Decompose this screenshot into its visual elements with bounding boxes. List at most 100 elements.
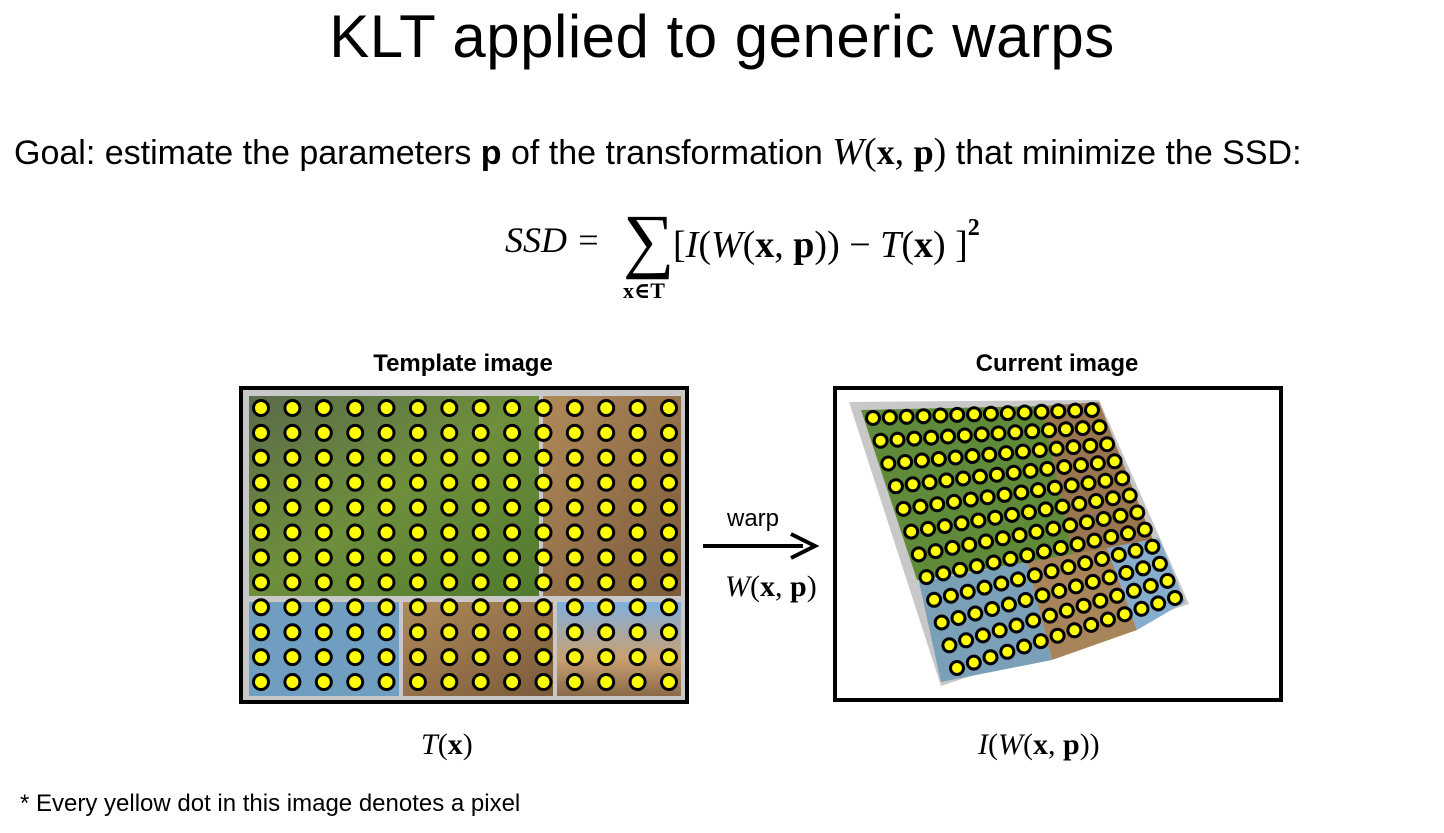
pixel-dot (1043, 563, 1060, 580)
pixel-dot (1150, 595, 1167, 612)
pixel-dot (982, 649, 999, 666)
pixel-dot (565, 498, 584, 517)
pixel-dot (1121, 487, 1138, 504)
pixel-dot (1019, 547, 1036, 564)
pixel-dot (958, 632, 975, 649)
pixel-dot (628, 598, 647, 617)
pixel-dot (534, 423, 553, 442)
pixel-dot (1005, 464, 1022, 481)
pixel-dot (503, 473, 522, 492)
pixel-dot (471, 523, 490, 542)
pixel-dot (440, 548, 459, 567)
pixel-dot (964, 448, 981, 464)
goal-prefix: Goal: estimate the parameters (14, 134, 481, 172)
pixel-dot (534, 623, 553, 642)
pixel-dot (628, 648, 647, 667)
pixel-dot (565, 423, 584, 442)
pixel-dot (946, 493, 962, 510)
pixel-dot (1106, 453, 1123, 470)
pixel-dot (1063, 477, 1080, 494)
pixel-dot (1060, 559, 1077, 576)
pixel-dot (314, 473, 333, 492)
pixel-dot (314, 598, 333, 617)
pixel-dot (565, 548, 584, 567)
paren-open: ( (698, 224, 711, 266)
pixel-dot (628, 423, 647, 442)
pixel-dot (252, 673, 270, 691)
pixel-dot (377, 598, 396, 617)
pixel-dot (408, 648, 427, 667)
formula-rhs: [I(W(x, p)) − T(x) ]2 (673, 215, 980, 267)
pixel-dot (915, 408, 932, 425)
pixel-dot (534, 573, 553, 592)
pixel-dot (1110, 546, 1127, 563)
pixel-dot (283, 673, 302, 691)
pixel-dot (440, 623, 459, 642)
pixel-dot (628, 523, 647, 542)
pixel-dot (597, 548, 616, 567)
pixel-dot (1066, 622, 1083, 639)
pixel-dot (1080, 475, 1097, 492)
pixel-dot (252, 448, 270, 467)
pixel-dot (252, 498, 270, 517)
pixel-dot (947, 449, 964, 466)
pixel-dot (935, 565, 952, 582)
pixel-dot (1094, 551, 1110, 567)
goal-statement: Goal: estimate the parameters p of the t… (14, 130, 1302, 174)
template-image-panel (239, 386, 689, 704)
pixel-dot (1097, 472, 1114, 489)
pixel-dot (597, 448, 616, 467)
pixel-dot (440, 523, 459, 542)
pixel-dot (346, 498, 365, 517)
pixel-dot (660, 573, 678, 592)
warp-open: ( (750, 570, 760, 603)
pixel-dot (408, 423, 427, 442)
pixel-dot (283, 648, 302, 667)
pixel-dot (1062, 517, 1079, 534)
pixel-dot (1041, 422, 1057, 439)
pixel-dot (408, 498, 427, 517)
pixel-dot (1016, 638, 1033, 655)
pixel-dot (1095, 511, 1112, 527)
goal-open: ( (863, 131, 877, 173)
pixel-dot (898, 408, 915, 425)
pixel-dot (1129, 504, 1146, 521)
pixel-dot (660, 548, 678, 567)
pixel-dot (1033, 403, 1050, 420)
pixel-dot (1039, 460, 1056, 477)
pixel-dot (972, 468, 988, 485)
current-p: p (1063, 728, 1080, 761)
pixel-dot (976, 579, 993, 596)
pixel-dot (1034, 587, 1051, 604)
pixel-dot (534, 473, 553, 492)
goal-close: ) (933, 131, 947, 173)
pixel-dot (660, 498, 678, 517)
pixel-dot (440, 473, 459, 492)
pixel-dot (965, 654, 982, 671)
pixel-dot (283, 498, 302, 517)
pixel-dot (565, 623, 584, 642)
pixel-dot (1054, 498, 1071, 515)
pixel-dot (1002, 550, 1019, 567)
pixel-dot (597, 673, 616, 691)
pixel-dot (1075, 597, 1092, 614)
pixel-dot (628, 399, 647, 417)
pixel-dot (314, 648, 333, 667)
formula-lhs: SSD = (505, 220, 601, 260)
warp-close: ) (806, 570, 817, 603)
formula-x: x (755, 224, 775, 266)
pixel-dot (377, 448, 396, 467)
pixel-dot (346, 673, 365, 691)
pixel-dot (471, 648, 490, 667)
pixel-dot (920, 520, 936, 537)
pixel-dot (930, 451, 947, 467)
pixel-dot (503, 448, 522, 467)
t-open: ( (901, 224, 914, 266)
pixel-dot (471, 399, 490, 417)
inner-close: )) (814, 224, 840, 266)
pixel-dot (906, 430, 923, 447)
pixel-dot (1010, 571, 1026, 588)
pixel-dot (628, 573, 647, 592)
pixel-dot (1086, 532, 1103, 549)
warp-p: p (790, 570, 807, 603)
